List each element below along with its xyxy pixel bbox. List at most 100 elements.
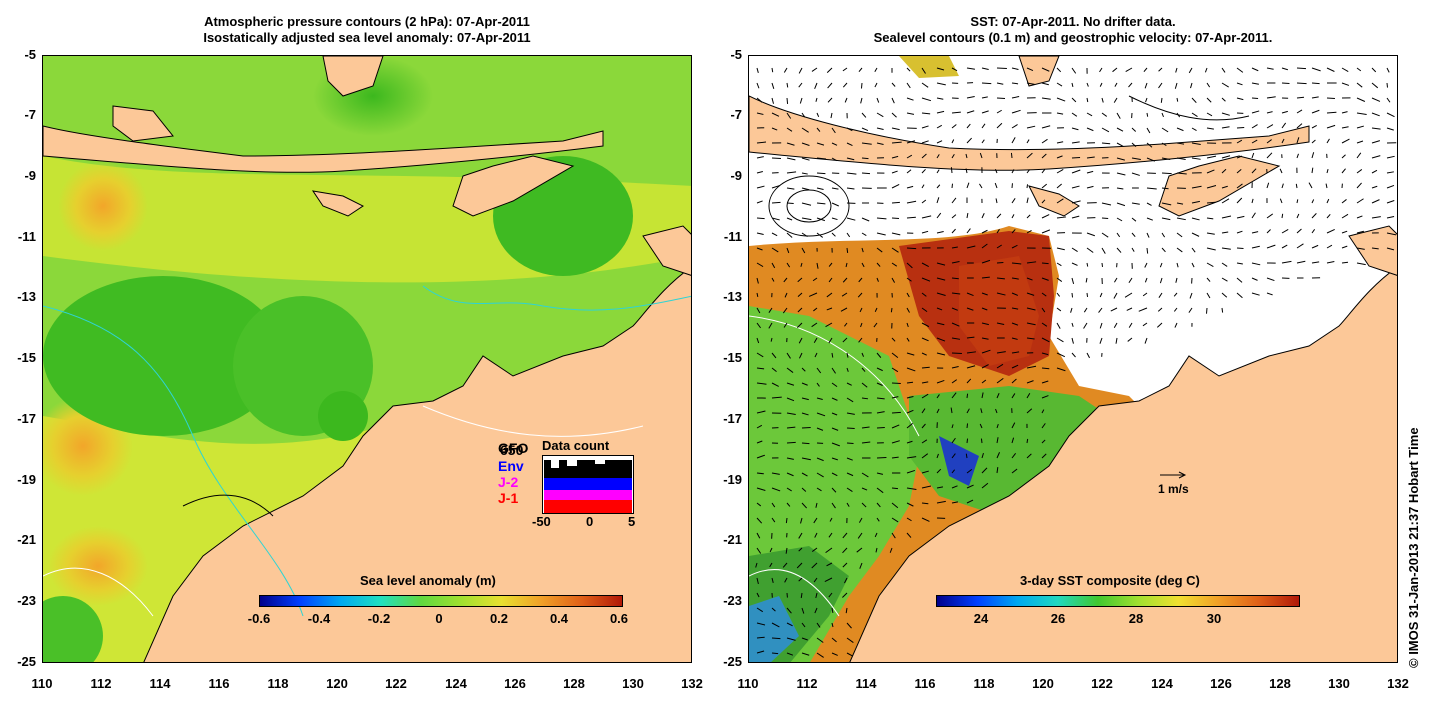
velocity-arrow	[891, 247, 899, 253]
velocity-arrow	[921, 366, 930, 369]
velocity-arrow	[996, 363, 1004, 369]
velocity-arrow	[1125, 67, 1133, 72]
velocity-arrow	[1251, 292, 1260, 296]
velocity-arrow	[1041, 423, 1046, 429]
velocity-arrow	[756, 170, 763, 174]
velocity-arrow	[1266, 229, 1271, 234]
left-cb-tick: -0.4	[307, 611, 331, 626]
velocity-arrow	[861, 247, 864, 253]
velocity-arrow	[1371, 97, 1381, 102]
right-x-tick: 124	[1151, 676, 1173, 691]
velocity-arrow	[1281, 138, 1285, 144]
velocity-arrow	[1295, 183, 1298, 189]
velocity-arrow	[816, 202, 826, 205]
velocity-arrow	[771, 517, 776, 523]
velocity-arrow	[813, 337, 818, 343]
velocity-arrow	[856, 547, 863, 553]
velocity-arrow	[756, 382, 767, 385]
velocity-arrow	[1101, 142, 1111, 145]
velocity-arrow	[936, 468, 942, 474]
velocity-arrow	[1026, 322, 1036, 326]
left-x-tick: 130	[622, 676, 644, 691]
velocity-arrow	[786, 426, 796, 429]
velocity-arrow	[1236, 197, 1243, 204]
velocity-arrow	[1386, 184, 1395, 189]
sea-level-anomaly-map[interactable]	[42, 55, 692, 663]
velocity-arrow	[1161, 187, 1169, 190]
velocity-arrow	[1116, 232, 1121, 238]
velocity-arrow	[1144, 262, 1148, 268]
right-title-line1: SST: 07-Apr-2011. No drifter data.	[970, 14, 1176, 29]
velocity-arrow	[891, 262, 898, 267]
velocity-arrow	[785, 517, 788, 524]
velocity-arrow	[876, 277, 879, 282]
velocity-arrow	[846, 637, 854, 643]
velocity-arrow	[1099, 67, 1103, 73]
velocity-arrow	[1206, 201, 1216, 204]
velocity-arrow	[936, 82, 946, 86]
velocity-arrow	[1099, 82, 1103, 87]
velocity-arrow	[860, 82, 863, 89]
velocity-arrow	[1145, 97, 1148, 103]
velocity-arrow	[921, 423, 926, 429]
velocity-arrow	[1146, 127, 1151, 134]
velocity-arrow	[1026, 277, 1033, 281]
velocity-arrow	[1356, 230, 1365, 234]
velocity-arrow	[831, 127, 836, 134]
velocity-arrow	[831, 397, 838, 401]
velocity-arrow	[1157, 307, 1163, 312]
velocity-arrow	[1386, 155, 1395, 159]
velocity-arrow	[906, 262, 913, 269]
velocity-arrow	[966, 123, 971, 129]
left-y-tick: -11	[17, 229, 36, 244]
velocity-arrow	[1236, 215, 1245, 219]
velocity-arrow	[891, 396, 899, 399]
velocity-arrow	[906, 140, 916, 144]
velocity-arrow	[1116, 157, 1125, 161]
velocity-arrow	[1296, 153, 1299, 159]
velocity-arrow	[800, 592, 803, 599]
velocity-arrow	[801, 142, 810, 146]
velocity-arrow	[1071, 67, 1077, 74]
velocity-arrow	[996, 67, 1007, 70]
velocity-arrow	[891, 517, 899, 523]
velocity-arrow	[816, 457, 824, 462]
velocity-arrow	[874, 67, 878, 73]
velocity-arrow	[828, 277, 833, 283]
velocity-arrow	[1251, 277, 1258, 281]
velocity-arrow	[1356, 198, 1364, 204]
velocity-arrow	[965, 453, 968, 459]
velocity-arrow	[860, 97, 863, 104]
velocity-arrow	[756, 112, 764, 115]
velocity-arrow	[1146, 142, 1153, 148]
left-y-tick: -5	[24, 47, 36, 62]
velocity-arrow	[801, 472, 808, 477]
velocity-arrow	[827, 97, 833, 103]
velocity-arrow	[1041, 82, 1049, 86]
velocity-arrow	[996, 351, 1006, 354]
velocity-arrow	[1386, 67, 1390, 73]
velocity-arrow	[831, 472, 838, 477]
velocity-arrow	[1206, 217, 1214, 220]
velocity-arrow	[1116, 172, 1126, 176]
velocity-arrow	[891, 277, 896, 283]
velocity-arrow	[936, 184, 941, 189]
velocity-arrow	[858, 277, 863, 283]
velocity-arrow	[1026, 184, 1029, 189]
velocity-arrow	[771, 487, 781, 492]
velocity-arrow	[1296, 199, 1299, 204]
velocity-arrow	[1236, 183, 1243, 189]
velocity-arrow	[1266, 124, 1274, 129]
sst-velocity-map[interactable]	[748, 55, 1398, 663]
velocity-arrow	[906, 169, 912, 174]
velocity-arrow	[1296, 109, 1303, 114]
velocity-arrow	[816, 262, 819, 269]
velocity-arrow	[1041, 262, 1049, 265]
velocity-arrow	[846, 652, 854, 657]
velocity-arrow	[936, 154, 940, 159]
velocity-arrow	[1326, 138, 1330, 144]
velocity-arrow	[1326, 67, 1335, 72]
velocity-arrow	[771, 382, 779, 387]
velocity-arrow	[951, 424, 954, 429]
velocity-arrow	[936, 486, 944, 489]
